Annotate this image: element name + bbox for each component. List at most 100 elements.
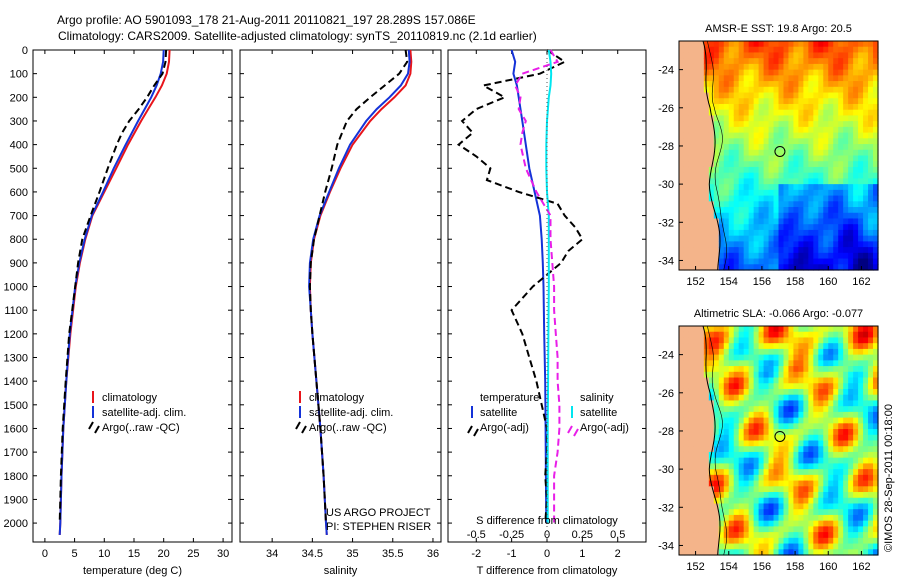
map-cell	[703, 486, 710, 493]
map-cell	[733, 492, 740, 499]
map-cell	[733, 264, 740, 271]
map-cell	[863, 486, 869, 493]
map-cell	[868, 241, 874, 248]
map-cell	[718, 463, 725, 470]
map-cell	[788, 474, 795, 482]
map-cell	[763, 394, 770, 402]
map-cell	[808, 331, 814, 339]
map-cell	[773, 69, 780, 76]
map-cell	[743, 189, 750, 197]
map-cell	[788, 149, 795, 157]
map-cell	[733, 155, 740, 162]
map-cell	[679, 161, 685, 168]
map-cell	[733, 440, 740, 447]
map-cell	[758, 132, 765, 139]
map-cell	[863, 103, 869, 111]
map-cell	[858, 348, 864, 356]
map-cell	[683, 109, 690, 117]
legend-swatch	[567, 425, 573, 434]
map-cell	[873, 354, 879, 361]
map-cell	[858, 75, 864, 82]
map-cell	[778, 144, 785, 151]
map-cell	[703, 360, 710, 367]
map-cell	[818, 537, 824, 545]
map-cell	[833, 161, 839, 168]
map-cell	[823, 532, 829, 539]
map-cell	[688, 161, 695, 168]
map-cell	[798, 326, 804, 333]
map-cell	[773, 406, 780, 413]
map-cell	[838, 184, 844, 191]
top-tick-label: 0.5	[610, 529, 625, 541]
map-cell	[743, 457, 750, 464]
y-tick-label: 1700	[4, 447, 28, 459]
map-cell	[728, 224, 735, 231]
map-cell	[723, 218, 730, 225]
map-cell	[679, 247, 685, 254]
map-cell	[778, 58, 785, 65]
map-cell	[688, 86, 695, 94]
map-cell	[728, 526, 735, 533]
map-cell	[683, 63, 690, 71]
map-cell	[858, 457, 864, 464]
map-cell	[853, 258, 859, 265]
map-cell	[823, 126, 829, 134]
map-cell	[863, 69, 869, 76]
map-cell	[828, 98, 834, 105]
map-cell	[768, 400, 775, 407]
map-cell	[868, 75, 874, 82]
map-cell	[698, 166, 705, 174]
map-cell	[783, 400, 790, 407]
map-cell	[808, 132, 814, 139]
map-cell	[753, 388, 760, 396]
map-cell	[773, 446, 780, 453]
map-cell	[873, 509, 879, 516]
map-cell	[733, 360, 740, 367]
map-cell	[868, 46, 874, 54]
map-cell	[773, 207, 780, 214]
map-cell	[803, 92, 809, 99]
map-cell	[833, 532, 839, 539]
map-cell	[788, 69, 795, 76]
map-cell	[853, 121, 859, 128]
map-cell	[688, 417, 695, 424]
map-cell	[763, 58, 770, 65]
map-cell	[858, 463, 864, 470]
map-cell	[823, 195, 829, 202]
map-cell	[793, 388, 799, 396]
map-cell	[763, 337, 770, 344]
map-cell	[798, 98, 804, 105]
map-cell	[818, 92, 824, 99]
map-cell	[783, 514, 790, 522]
map-cell	[808, 492, 814, 499]
map-cell	[679, 189, 685, 197]
map-cell	[753, 383, 760, 390]
map-cell	[783, 92, 790, 99]
map-cell	[788, 161, 795, 168]
map-cell	[753, 411, 760, 419]
map-cell	[853, 149, 859, 157]
map-cell	[748, 241, 755, 248]
map-cell	[823, 383, 829, 390]
map-cell	[768, 212, 775, 220]
map-cell	[688, 81, 695, 88]
map-cell	[723, 509, 730, 516]
map-cell	[793, 58, 799, 65]
map-cell	[688, 463, 695, 470]
map-cell	[683, 549, 690, 556]
map-cell	[818, 258, 824, 265]
map-cell	[868, 229, 874, 237]
map-cell	[823, 434, 829, 442]
map-cell	[703, 366, 710, 373]
map-cell	[718, 331, 725, 339]
map-cell	[683, 486, 690, 493]
map-cell	[728, 400, 735, 407]
map-cell	[793, 41, 799, 48]
map-cell	[783, 121, 790, 128]
map-cell	[843, 247, 849, 254]
map-cell	[818, 218, 824, 225]
map-cell	[798, 252, 804, 260]
map-cell	[753, 132, 760, 139]
map-cell	[783, 69, 790, 76]
map-cell	[763, 252, 770, 260]
